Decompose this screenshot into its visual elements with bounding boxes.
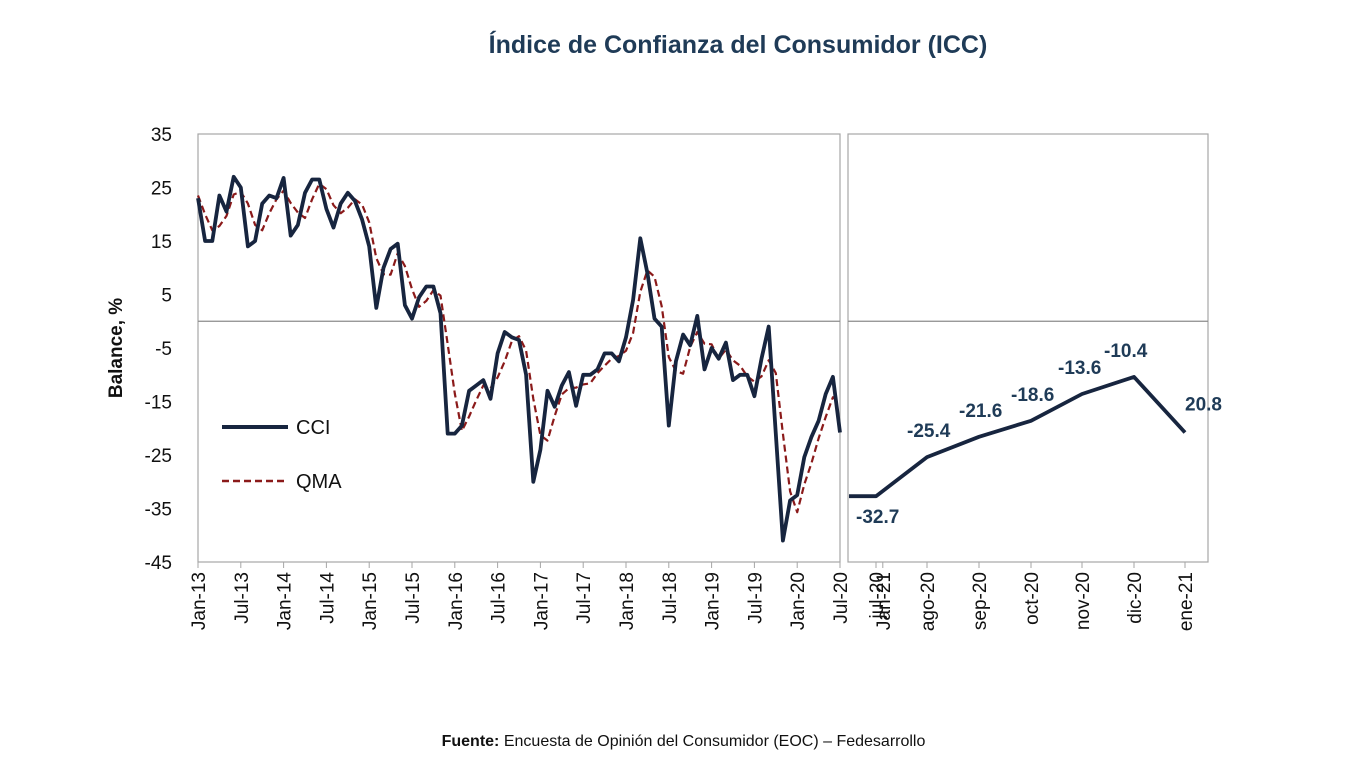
recent-x-tick-label: dic-20: [1125, 572, 1146, 624]
history-panel: 35 25 15 5 -5 -15 -25 -35 -45 Jan-13 Jul-13 Jan-14…: [145, 125, 895, 630]
x-tick-label: Jan-14: [275, 572, 296, 631]
x-tick-label: Jul-15: [403, 572, 424, 624]
recent-x-tick-labels: jul-20 ago-20 sep-20 oct-20 nov-20 dic-20 ene-…: [867, 562, 1197, 631]
y-tick-label: 5: [161, 286, 172, 307]
recent-data-label: -21.6: [959, 401, 1002, 422]
recent-data-label: -32.7: [856, 507, 899, 528]
y-tick-label: -25: [145, 446, 172, 467]
y-tick-label: -45: [145, 553, 172, 574]
recent-cci-line: [849, 374, 1187, 499]
y-tick-label: -35: [145, 500, 172, 521]
y-axis-title: Balance, %: [106, 298, 127, 398]
recent-x-tick-label: ene-21: [1176, 572, 1197, 631]
legend: CCI QMA: [222, 417, 342, 493]
recent-x-tick-label: oct-20: [1022, 572, 1043, 625]
recent-x-tick-label: jul-20: [867, 572, 888, 619]
x-tick-label: Jan-16: [446, 572, 467, 630]
qma-series-line: [196, 182, 841, 514]
x-tick-label: Jul-14: [317, 572, 338, 624]
y-tick-label: 15: [151, 232, 172, 253]
x-tick-label: Jan-21: [874, 572, 895, 630]
history-plot-frame: [197, 133, 841, 563]
x-tick-label: Jul-19: [745, 572, 766, 624]
x-tick-labels: Jan-13 Jul-13 Jan-14 Jul-14 Jan-15 Jul-15 Jan-…: [189, 562, 895, 630]
y-tick-label: 35: [151, 125, 172, 146]
source-note: Fuente: Encuesta de Opinión del Consumid…: [0, 733, 1367, 751]
recent-months-panel: jul-20 ago-20 sep-20 oct-20 nov-20 dic-20 ene-…: [847, 133, 1222, 631]
x-tick-label: Jul-18: [660, 572, 681, 624]
x-tick-label: Jul-13: [232, 572, 253, 624]
chart-title: Índice de Confianza del Consumidor (ICC): [489, 30, 988, 59]
cci-series-line: [196, 174, 842, 543]
recent-series-lines: [849, 374, 1187, 499]
y-tick-label: -5: [155, 339, 172, 360]
recent-data-labels: -32.7 -25.4 -21.6 -18.6-13.6-10.4 20.8: [856, 341, 1222, 528]
history-series-lines: [196, 174, 842, 543]
y-tick-label: -15: [145, 393, 172, 414]
recent-plot-frame: [847, 133, 1209, 563]
recent-data-label: 20.8: [1185, 395, 1222, 416]
y-tick-labels: 35 25 15 5 -5 -15 -25 -35 -45: [145, 125, 172, 574]
recent-data-label: -10.4: [1104, 341, 1148, 362]
recent-data-label: -18.6: [1011, 385, 1054, 406]
legend-cci-label: CCI: [296, 417, 330, 439]
x-tick-label: Jan-13: [189, 572, 210, 630]
recent-x-tick-label: sep-20: [970, 572, 991, 630]
source-label: Fuente:: [441, 733, 500, 750]
recent-data-label: -25.4: [907, 421, 951, 442]
x-tick-label: Jul-16: [489, 572, 510, 624]
x-tick-label: Jan-17: [531, 572, 552, 630]
recent-x-tick-label: nov-20: [1073, 572, 1094, 630]
x-tick-label: Jul-20: [831, 572, 852, 624]
x-tick-label: Jul-17: [574, 572, 595, 624]
x-tick-label: Jan-18: [617, 572, 638, 630]
recent-x-tick-label: ago-20: [918, 572, 939, 631]
legend-qma-label: QMA: [296, 471, 342, 493]
x-tick-label: Jan-15: [360, 572, 381, 630]
x-tick-label: Jan-19: [703, 572, 724, 630]
recent-data-label: -13.6: [1058, 358, 1101, 379]
x-tick-label: Jan-20: [788, 572, 809, 630]
source-text: Encuesta de Opinión del Consumidor (EOC)…: [503, 733, 926, 750]
y-tick-label: 25: [151, 179, 172, 200]
